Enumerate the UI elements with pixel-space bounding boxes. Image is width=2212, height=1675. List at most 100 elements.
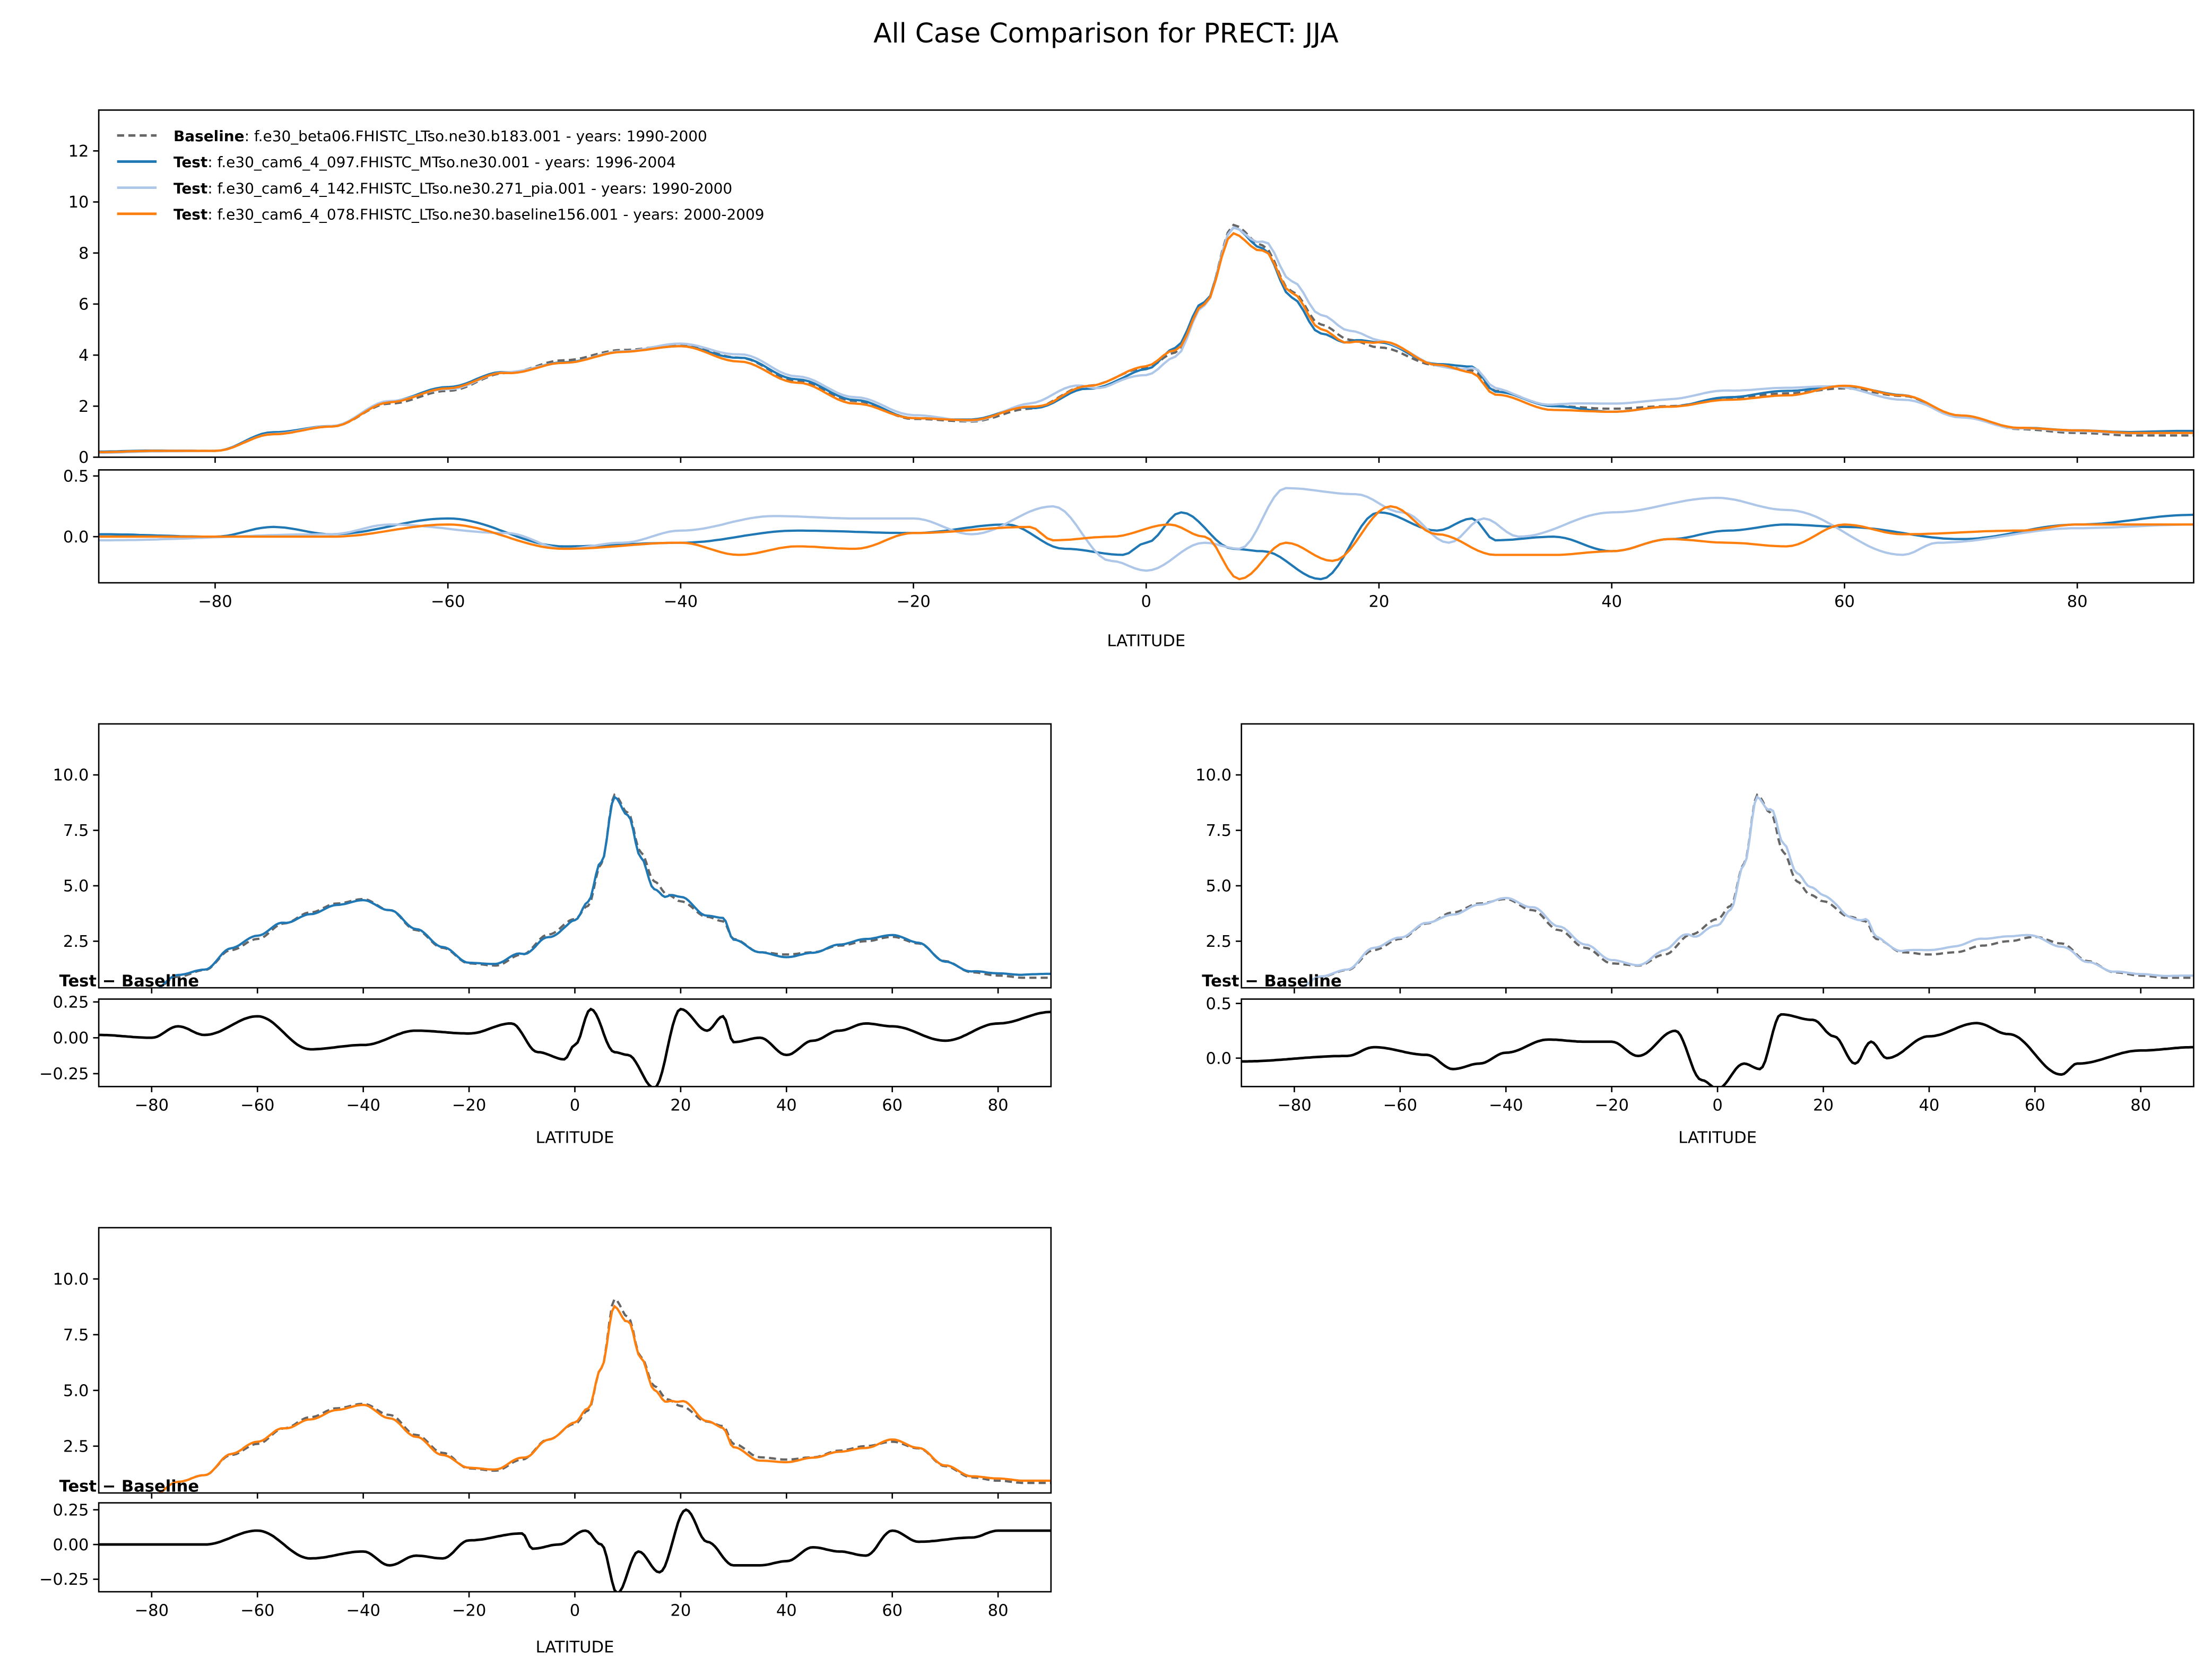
axes-frame: [1241, 723, 2194, 989]
test-line-3: [99, 231, 2194, 454]
x-tick-label: 0: [1712, 1096, 1722, 1115]
y-tick-label: 0.00: [53, 1536, 89, 1555]
diff-label: Test − Baseline: [59, 972, 199, 991]
axes-frame: [1241, 998, 2194, 1087]
x-tick-label: 0: [570, 1601, 580, 1620]
y-tick-label: 2.5: [63, 1437, 89, 1456]
x-tick-label: 60: [882, 1096, 903, 1115]
baseline-line: [158, 793, 1051, 988]
legend-entry: Baseline: f.e30_beta06.FHISTC_LTso.ne30.…: [174, 127, 707, 145]
x-tick-label: 40: [1919, 1096, 1939, 1115]
y-tick-label: 0.25: [53, 993, 89, 1012]
subplot-3-diff-axes: −0.25 0.00 0.25 −80 −60 −40 −20 0 20 40 60 80 LATITU…: [39, 1501, 1052, 1656]
x-axis-label: LATITUDE: [536, 1129, 614, 1147]
diff-line: [1241, 1013, 2194, 1087]
y-tick-label: 0.5: [63, 467, 89, 486]
y-tick-label: 10.0: [53, 766, 89, 785]
y-tick-label: 6: [79, 296, 89, 314]
y-tick-label: 10.0: [53, 1270, 89, 1289]
y-tick-label: 5.0: [63, 877, 89, 896]
axes-frame: [98, 998, 1052, 1087]
x-tick-label: −20: [1594, 1096, 1629, 1115]
x-tick-label: −80: [198, 592, 232, 611]
x-tick-label: 60: [2025, 1096, 2045, 1115]
x-axis-label: LATITUDE: [536, 1638, 614, 1656]
x-tick-label: −40: [346, 1096, 380, 1115]
x-tick-label: −80: [1277, 1096, 1312, 1115]
diff-line: [99, 1508, 1051, 1592]
x-tick-label: 20: [670, 1096, 691, 1115]
x-tick-label: −80: [135, 1096, 169, 1115]
x-tick-label: 20: [1813, 1096, 1834, 1115]
main-axes: 0 2 4 6 8 10 12: [68, 109, 2194, 467]
diff-line-3: [99, 505, 2194, 581]
y-tick-label: 5.0: [63, 1382, 89, 1400]
test-line: [1300, 795, 2194, 988]
x-tick-label: 80: [988, 1096, 1009, 1115]
y-tick-label: 12: [68, 142, 89, 161]
baseline-line: [158, 1297, 1051, 1493]
x-tick-label: 0: [570, 1096, 580, 1115]
x-tick-label: −60: [240, 1096, 274, 1115]
y-tick-label: 2: [79, 398, 89, 416]
y-tick-label: 0: [79, 448, 89, 467]
x-tick-label: −40: [346, 1601, 380, 1620]
test-line: [158, 1304, 1051, 1493]
x-tick-label: −40: [664, 592, 698, 611]
x-tick-label: −80: [135, 1601, 169, 1620]
y-tick-label: 2.5: [1206, 933, 1232, 951]
main-diff-axes: 0.0 0.5 −80 −60 −40 −20 0 20 40 60 80 LATITUDE: [63, 467, 2194, 651]
axes-frame: [98, 1227, 1052, 1494]
axes-frame: [98, 1502, 1052, 1593]
x-axis-label: LATITUDE: [1678, 1129, 1757, 1147]
y-tick-label: 8: [79, 244, 89, 263]
x-tick-label: 80: [988, 1601, 1009, 1620]
axes-frame: [98, 109, 2194, 458]
x-tick-label: −20: [452, 1096, 487, 1115]
subplot-3-axes: 2.5 5.0 7.5 10.0 Test − Baseline: [53, 1227, 1052, 1499]
y-tick-label: 0.0: [63, 528, 89, 547]
x-tick-label: 80: [2067, 592, 2088, 611]
x-tick-label: −60: [431, 592, 465, 611]
chart-title: All Case Comparison for PRECT: JJA: [873, 18, 1339, 49]
diff-line-2: [99, 487, 2194, 572]
x-tick-label: 40: [776, 1096, 797, 1115]
axes-frame: [98, 723, 1052, 989]
subplot-2-diff-axes: 0.0 0.5 −80 −60 −40 −20 0 20 40 60 80 LATITUDE: [1206, 995, 2194, 1147]
x-tick-label: 60: [882, 1601, 903, 1620]
y-tick-label: 2.5: [63, 933, 89, 951]
y-tick-label: 7.5: [1206, 822, 1232, 840]
y-tick-label: 0.0: [1206, 1049, 1232, 1068]
y-tick-label: 0.00: [53, 1029, 89, 1048]
y-tick-label: 10.0: [1195, 766, 1231, 785]
diff-line-1: [99, 511, 2194, 581]
x-tick-label: 20: [1369, 592, 1390, 611]
y-tick-label: 10: [68, 193, 89, 212]
x-tick-label: −20: [896, 592, 930, 611]
y-tick-label: −0.25: [39, 1570, 89, 1589]
x-tick-label: −40: [1489, 1096, 1523, 1115]
subplot-2-axes: 2.5 5.0 7.5 10.0 Test − Baseline: [1195, 723, 2194, 994]
x-axis-label: LATITUDE: [1107, 632, 1185, 651]
x-tick-label: 0: [1141, 592, 1151, 611]
x-tick-label: −60: [240, 1601, 274, 1620]
baseline-line: [1300, 793, 2194, 988]
y-tick-label: 4: [79, 347, 89, 365]
legend-entry: Test: f.e30_cam6_4_097.FHISTC_MTso.ne30.…: [174, 153, 676, 171]
test-line: [158, 795, 1051, 988]
x-tick-label: 20: [670, 1601, 691, 1620]
legend: Baseline: f.e30_beta06.FHISTC_LTso.ne30.…: [117, 127, 764, 223]
x-tick-label: 60: [1834, 592, 1855, 611]
x-tick-label: 80: [2130, 1096, 2151, 1115]
diff-label: Test − Baseline: [59, 1477, 199, 1496]
diff-line: [99, 1007, 1051, 1087]
y-tick-label: 0.5: [1206, 995, 1232, 1013]
x-tick-label: −20: [452, 1601, 487, 1620]
y-tick-label: 7.5: [63, 822, 89, 840]
subplot-1-diff-axes: −0.25 0.00 0.25 −80 −60 −40 −20 0 20 40 60 80 LATITU…: [39, 993, 1052, 1147]
x-tick-label: −60: [1383, 1096, 1417, 1115]
y-tick-label: 0.25: [53, 1501, 89, 1519]
y-tick-label: 5.0: [1206, 877, 1232, 896]
x-tick-label: 40: [776, 1601, 797, 1620]
